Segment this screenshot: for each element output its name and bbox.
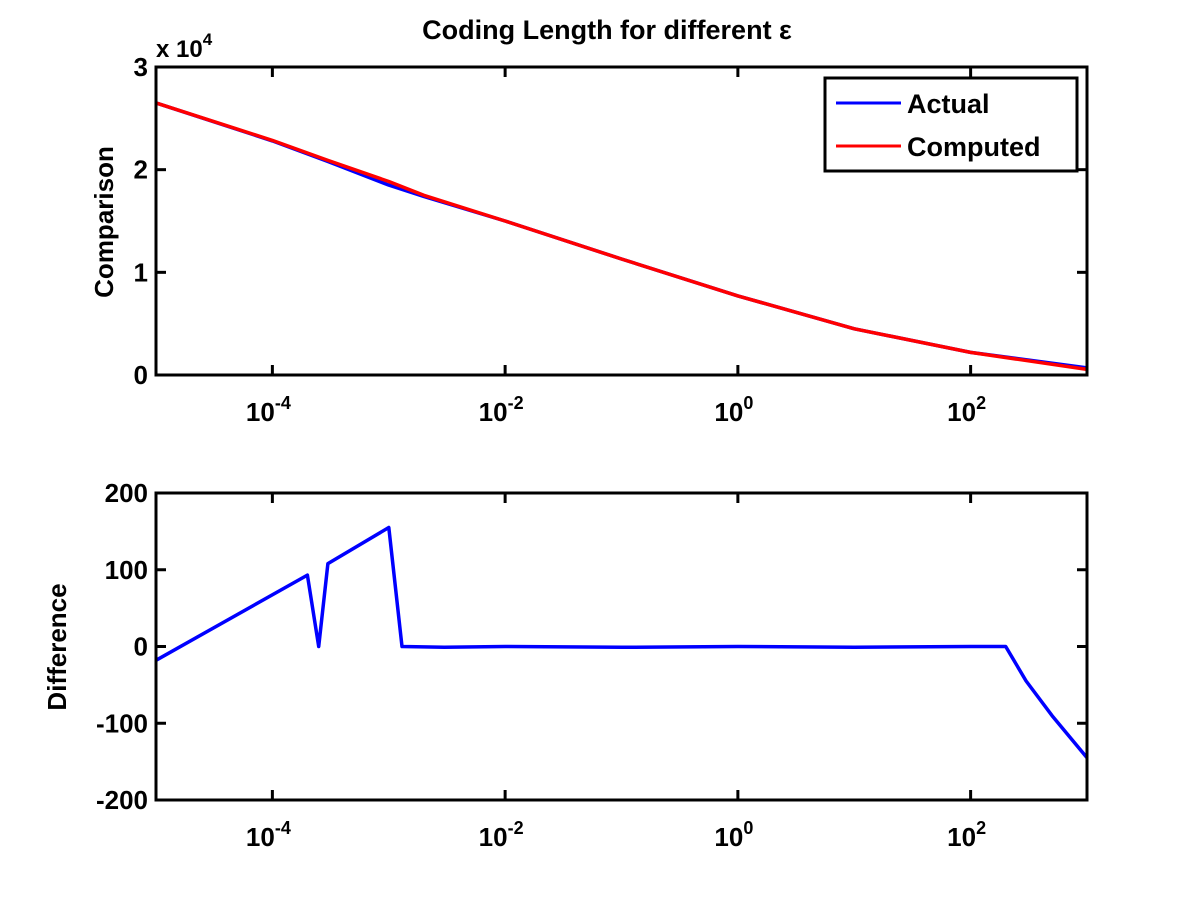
comparison-plot: Coding Length for different ε x 104 Comp… [89,15,1089,427]
x-tick-exponent: 0 [743,393,753,413]
axes-frame [154,491,1089,802]
y-axis-label: Difference [42,583,72,710]
y-exponent-base: x 10 [156,36,203,63]
x-tick-exponent: -2 [508,393,524,413]
x-tick-label: 102 [947,393,986,427]
y-tick-label: 200 [105,478,148,508]
legend-box [823,76,1079,173]
x-tick-base: 10 [714,397,743,427]
y-exponent-label: x 104 [156,30,213,63]
x-tick-exponent: -4 [275,818,291,838]
y-tick-label: 2 [134,155,148,185]
x-tick-base: 10 [479,822,508,852]
x-tick-base: 10 [947,822,976,852]
chart-title: Coding Length for different ε [422,15,792,45]
x-tick-exponent: 2 [976,818,986,838]
x-tick-label: 100 [714,818,753,852]
x-tick-base: 10 [479,397,508,427]
x-tick-base: 10 [714,822,743,852]
plot-lines [155,525,1089,759]
y-tick-label: 1 [134,257,148,287]
x-tick-base: 10 [246,822,275,852]
y-tick-label: -100 [96,708,148,738]
y-exponent-power: 4 [203,30,213,49]
x-tick-label: 100 [714,393,753,427]
x-tick-exponent: 0 [743,818,753,838]
series-line-difference [155,525,1089,759]
x-tick-label: 10-2 [479,393,524,427]
series-line-computed [155,101,1088,372]
x-tick-exponent: 2 [976,393,986,413]
x-tick-label: 10-4 [246,818,291,852]
y-axis-label: Comparison [89,146,119,298]
plot-lines [155,101,1088,372]
x-tick-exponent: -2 [508,818,524,838]
axes-frame [154,65,1089,377]
y-tick-label: 0 [134,360,148,390]
y-tick-label: 100 [105,555,148,585]
x-tick-label: 102 [947,818,986,852]
legend: Actual Computed [823,76,1079,173]
x-tick-base: 10 [947,397,976,427]
x-tick-label: 10-2 [479,818,524,852]
legend-label-actual: Actual [907,89,990,119]
y-tick-label: -200 [96,785,148,815]
y-tick-label: 3 [134,52,148,82]
y-tick-label: 0 [134,632,148,662]
legend-label-computed: Computed [907,132,1040,162]
x-tick-base: 10 [246,397,275,427]
x-tick-exponent: -4 [275,393,291,413]
x-tick-label: 10-4 [246,393,291,427]
